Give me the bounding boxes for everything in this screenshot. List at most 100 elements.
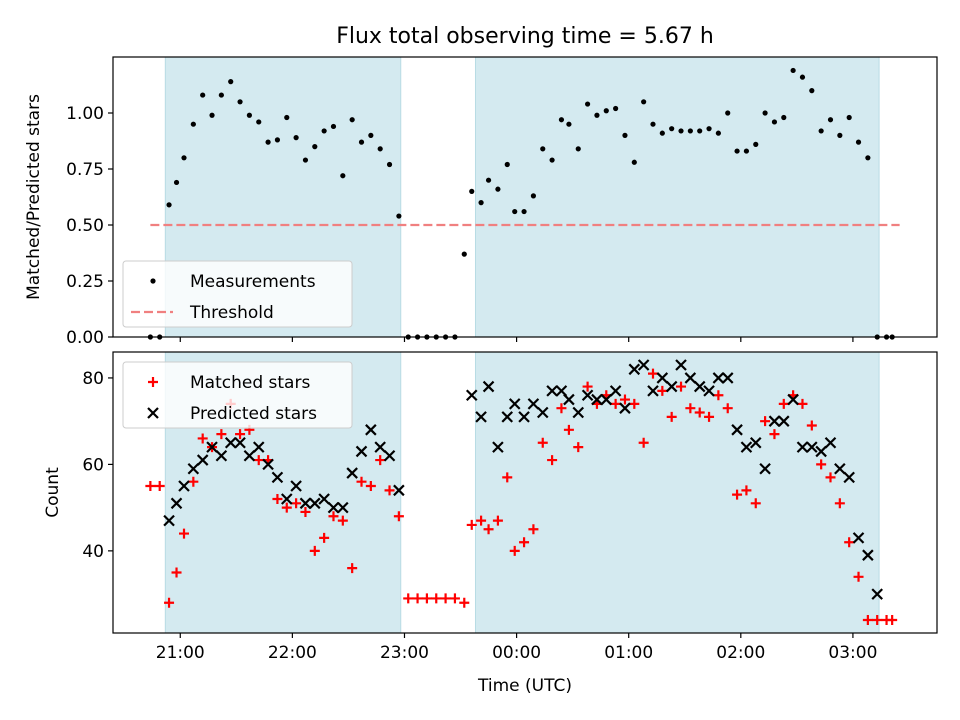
bottom-matched-stars-point [647, 368, 658, 379]
bottom-predicted-stars-point [806, 441, 818, 453]
top-measurements-point [818, 128, 824, 134]
bottom-x-tick-label: 02:00 [716, 643, 765, 663]
bottom-predicted-stars-point [224, 437, 237, 449]
bottom-predicted-stars-point [712, 372, 725, 384]
bottom-matched-stars-point [235, 429, 246, 440]
bottom-predicted-stars-point [365, 424, 377, 436]
top-measurements-point [855, 139, 862, 145]
top-measurements-point [837, 132, 843, 138]
top-measurements-point [265, 139, 271, 145]
bottom-predicted-stars-point [749, 437, 762, 449]
bottom-x-tick-label: 00:00 [492, 643, 541, 663]
bottom-predicted-stars-point [546, 385, 558, 397]
top-measurements-point [274, 137, 281, 143]
bottom-matched-stars-point [853, 571, 864, 582]
bottom-predicted-stars-point [170, 497, 183, 510]
top-measurements-point [706, 126, 712, 132]
bottom-matched-stars-point [272, 493, 283, 504]
bottom-predicted-stars-point [656, 372, 669, 384]
top-y-tick-label: 0.00 [66, 328, 104, 348]
top-measurements-point [678, 128, 684, 134]
bottom-panel: 40 60 80 21:00 22:00 23:00 00:00 01:00 02:00 03:0… [43, 351, 938, 696]
bottom-matched-stars-point [188, 476, 199, 487]
bottom-matched-stars-point [309, 545, 320, 556]
bottom-predicted-stars-point [675, 359, 687, 371]
bottom-predicted-stars-point [196, 454, 209, 466]
bottom-predicted-stars-point [740, 441, 753, 453]
bottom-predicted-stars-point [215, 449, 228, 462]
bottom-predicted-stars-point [619, 402, 631, 414]
bottom-predicted-stars-point [206, 441, 218, 453]
bottom-predicted-stars-point [518, 411, 530, 423]
bottom-predicted-stars-point [721, 372, 734, 384]
top-measurements-point [200, 92, 206, 98]
bottom-predicted-stars-point [871, 588, 883, 600]
bottom-predicted-stars-point [665, 380, 678, 393]
top-axes-frame [112, 56, 938, 338]
top-measurements-point [218, 92, 224, 98]
top-legend-measurements-label: Measurements [190, 272, 316, 292]
top-measurements-point [809, 88, 815, 94]
bottom-matched-stars-point [145, 481, 156, 492]
bottom-predicted-stars-point [536, 406, 549, 419]
top-measurements-point [312, 144, 318, 150]
bottom-matched-stars-point [610, 398, 621, 409]
bottom-matched-stars-point [769, 429, 780, 440]
top-measurements-point [594, 112, 600, 118]
top-measurements-point [330, 123, 337, 130]
bottom-predicted-stars-point [271, 471, 284, 484]
top-measurements-point [575, 146, 581, 152]
top-measurements-point [827, 117, 834, 123]
bottom-legend: Matched stars Predicted stars [122, 361, 353, 429]
bottom-matched-stars-point [502, 472, 513, 483]
bottom-matched-stars-point [509, 545, 520, 556]
top-measurements-point [166, 202, 172, 208]
bottom-predicted-stars-point [299, 497, 312, 510]
bottom-matched-stars-point [291, 498, 302, 509]
bottom-matched-stars-point [713, 390, 724, 401]
bottom-predicted-stars-point [581, 389, 594, 402]
bottom-matched-stars-point [834, 498, 845, 509]
top-measurements-point [512, 208, 518, 215]
bottom-legend-matched-stars-marker [148, 377, 158, 387]
bottom-matched-stars-point [685, 403, 696, 414]
top-measurements-point [321, 128, 327, 134]
bottom-predicted-stars-point [318, 493, 330, 505]
bottom-matched-stars-point [281, 502, 292, 513]
top-legend-measurements-marker [150, 278, 156, 284]
bottom-predicted-stars-point [703, 385, 715, 397]
top-measurements-point [228, 79, 234, 85]
bottom-matched-stars-point [816, 459, 827, 470]
bottom-predicted-stars-point [834, 462, 846, 475]
top-measurements-point [659, 130, 665, 136]
bottom-matched-stars-point [563, 424, 574, 435]
bottom-legend-box [122, 361, 353, 429]
top-measurements-point [613, 105, 619, 112]
top-measurements-point [753, 141, 759, 147]
bottom-predicted-stars-point [243, 449, 256, 462]
bottom-matched-stars-point [483, 524, 494, 535]
bottom-predicted-stars-point [684, 372, 697, 384]
top-measurements-point [181, 155, 187, 161]
top-legend-threshold-label: Threshold [189, 303, 274, 323]
bottom-matched-stars-point [676, 381, 687, 392]
bottom-axes-frame [112, 351, 938, 634]
bottom-matched-stars-point [704, 411, 715, 422]
bottom-matched-stars-point [459, 597, 470, 608]
bottom-predicted-stars-point [262, 458, 274, 471]
chart-title: Flux total observing time = 5.67 h [336, 24, 714, 49]
bottom-predicted-stars-point [234, 437, 246, 449]
top-measurements-point [725, 110, 731, 116]
bottom-predicted-stars-point [527, 398, 540, 410]
bottom-x-axis-label: Time (UTC) [477, 676, 572, 696]
bottom-predicted-stars-point [337, 501, 349, 514]
bottom-matched-stars-point [778, 398, 789, 409]
bottom-x-tick-label: 22:00 [268, 643, 317, 663]
bottom-predicted-stars-point [309, 497, 321, 510]
bottom-y-tick-label: 60 [82, 455, 104, 475]
top-measurements-point [173, 179, 180, 186]
bottom-predicted-stars-point [647, 385, 659, 397]
bottom-predicted-stars-point [637, 359, 650, 371]
top-measurements-point [697, 128, 703, 134]
bottom-predicted-stars-point [355, 445, 368, 458]
